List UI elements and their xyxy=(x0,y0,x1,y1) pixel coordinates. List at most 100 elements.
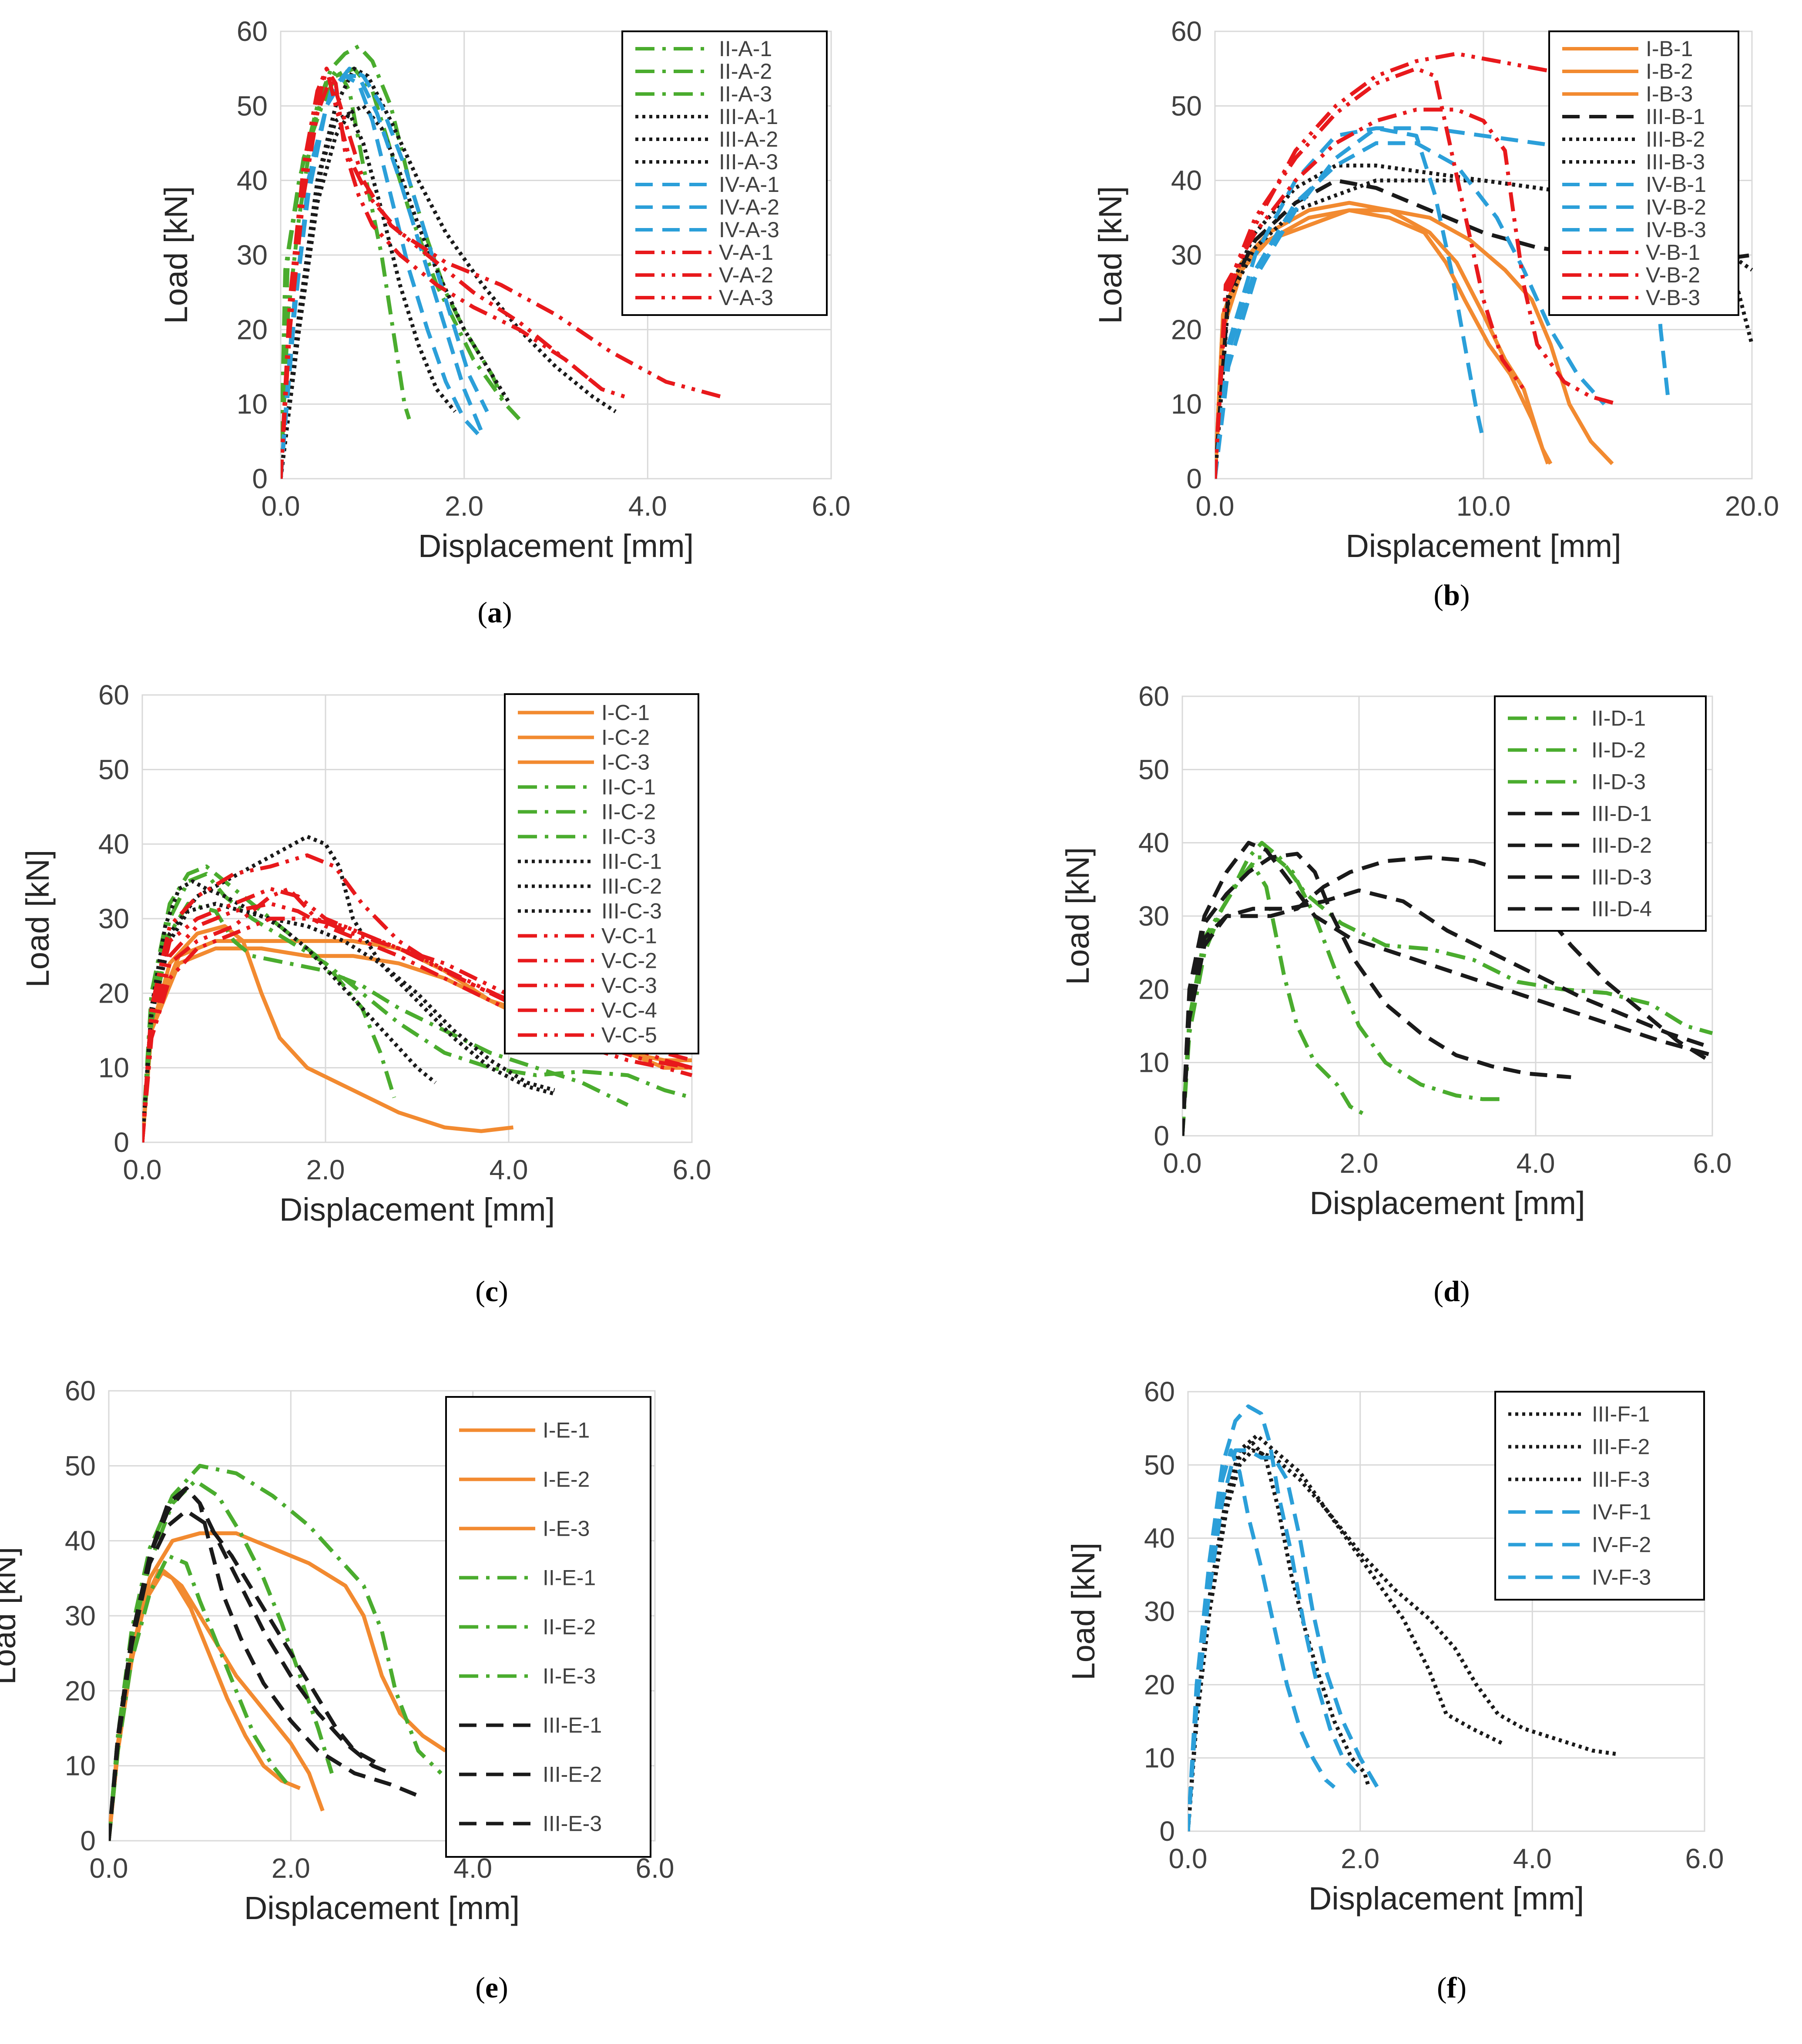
series-line-II-D-2 xyxy=(1182,855,1505,1136)
series-line-I-E-3 xyxy=(109,1531,447,1841)
legend: I-E-1 I-E-2 I-E-3 II-E-1 II-E-2 II-E-3 III-E-1… xyxy=(445,1396,651,1858)
panel-caption: (f) xyxy=(1437,1971,1466,2004)
y-tick-label: 10 xyxy=(98,1052,129,1084)
x-axis-label: Displacement [mm] xyxy=(418,528,694,564)
chart-c: 0 10 20 30 40 50 60 0.0 2.0 4.0 6.0 Displacement [m… xyxy=(20,679,711,1308)
y-tick-label: 10 xyxy=(1171,389,1202,420)
y-axis-label: Load [kN] xyxy=(1092,186,1128,324)
panel-caption: (c) xyxy=(475,1275,508,1308)
legend-box xyxy=(1494,695,1707,932)
legend-entry: III-F-1 xyxy=(1592,1402,1650,1426)
y-tick-label: 10 xyxy=(1138,1047,1169,1078)
legend-entry: V-B-2 xyxy=(1646,263,1700,287)
legend-entry: IV-B-3 xyxy=(1646,218,1706,242)
chart-a: 0 10 20 30 40 50 60 0.0 2.0 4.0 6.0 Displacement [m… xyxy=(158,16,850,629)
series-line-IV-B-1 xyxy=(1215,126,1486,479)
x-tick-label: 20.0 xyxy=(1725,490,1779,522)
legend-entry: II-D-2 xyxy=(1591,738,1646,762)
legend-entry: V-A-1 xyxy=(719,240,773,265)
y-tick-label: 40 xyxy=(237,165,268,196)
series-line-III-A-1 xyxy=(281,111,457,479)
legend-entry: V-C-5 xyxy=(601,1023,657,1047)
legend-entry: III-F-3 xyxy=(1592,1467,1650,1492)
y-tick-label: 30 xyxy=(65,1600,96,1631)
y-tick-label: 0 xyxy=(1186,463,1202,494)
series-line-III-D-2 xyxy=(1182,888,1713,1136)
y-tick-label: 20 xyxy=(1138,973,1169,1005)
series-line-III-A-2 xyxy=(281,104,512,479)
y-tick-label: 30 xyxy=(237,239,268,271)
legend-entry: V-C-3 xyxy=(601,973,657,998)
y-tick-label: 60 xyxy=(98,679,129,711)
series-line-III-D-1 xyxy=(1182,852,1571,1136)
legend-entry: I-B-1 xyxy=(1646,37,1693,61)
series-line-IV-F-3 xyxy=(1188,1448,1379,1832)
legend: III-F-1 III-F-2 III-F-3 IV-F-1 IV-F-2 IV-F-3 xyxy=(1494,1391,1705,1601)
legend-entry: V-C-2 xyxy=(601,949,657,973)
x-tick-label: 4.0 xyxy=(628,490,667,522)
legend-entry: II-D-1 xyxy=(1591,706,1646,731)
x-tick-label: 6.0 xyxy=(812,490,851,522)
legend-entry: III-D-3 xyxy=(1591,865,1652,889)
series-line-III-E-2 xyxy=(109,1509,383,1841)
legend-entry: V-A-3 xyxy=(719,285,773,310)
legend-entry: I-C-1 xyxy=(601,701,650,725)
y-tick-label: 0 xyxy=(114,1127,129,1158)
y-tick-label: 30 xyxy=(98,903,129,934)
legend-entry: II-D-3 xyxy=(1591,770,1646,794)
legend-entry: I-E-1 xyxy=(543,1418,590,1443)
series-line-III-A-3 xyxy=(281,67,617,479)
legend-entry: IV-B-1 xyxy=(1646,172,1706,197)
y-tick-label: 60 xyxy=(237,16,268,47)
legend-entry: IV-F-3 xyxy=(1592,1565,1651,1590)
legend-box xyxy=(621,30,828,316)
legend-entry: III-C-1 xyxy=(601,849,662,874)
panel-caption: (d) xyxy=(1433,1275,1470,1308)
series-line-III-E-3 xyxy=(109,1486,419,1841)
legend-entry: III-A-3 xyxy=(719,150,778,174)
series-line-II-D-3 xyxy=(1182,841,1713,1136)
series-line-III-C-1 xyxy=(142,879,437,1143)
legend-box xyxy=(504,693,699,1054)
x-tick-label: 6.0 xyxy=(1693,1148,1732,1179)
legend-entry: II-E-1 xyxy=(543,1566,596,1590)
y-tick-label: 10 xyxy=(1144,1742,1175,1774)
legend-entry: I-E-2 xyxy=(543,1467,590,1492)
y-tick-label: 50 xyxy=(1144,1449,1175,1480)
chart-d: 0 10 20 30 40 50 60 0.0 2.0 4.0 6.0 Displacement [m… xyxy=(1060,681,1732,1308)
y-tick-label: 0 xyxy=(252,463,268,494)
y-tick-label: 60 xyxy=(65,1375,96,1406)
x-tick-label: 0.0 xyxy=(1169,1843,1208,1874)
y-tick-label: 0 xyxy=(80,1825,96,1856)
x-tick-label: 4.0 xyxy=(1517,1148,1555,1179)
legend-entry: V-B-1 xyxy=(1646,240,1700,265)
legend-entry: III-A-2 xyxy=(719,127,778,151)
x-tick-label: 0.0 xyxy=(1196,490,1235,522)
x-tick-label: 0.0 xyxy=(262,490,300,522)
series-line-II-C-1 xyxy=(142,864,396,1143)
series-line-II-E-3 xyxy=(109,1463,443,1841)
legend-entry: II-E-3 xyxy=(543,1664,596,1688)
y-tick-label: 30 xyxy=(1171,239,1202,271)
legend-entry: II-C-3 xyxy=(601,825,656,849)
x-tick-label: 2.0 xyxy=(445,490,483,522)
series-line-IV-B-3 xyxy=(1215,141,1606,479)
legend-entry: III-A-1 xyxy=(719,104,778,129)
x-tick-label: 4.0 xyxy=(1513,1843,1552,1874)
legend-entry: I-C-3 xyxy=(601,750,650,775)
legend-entry: IV-B-2 xyxy=(1646,195,1706,219)
y-tick-label: 40 xyxy=(98,829,129,860)
y-tick-label: 10 xyxy=(237,389,268,420)
x-tick-label: 2.0 xyxy=(1341,1843,1379,1874)
legend: II-D-1 II-D-2 II-D-3 III-D-1 III-D-2 III-D-3 I… xyxy=(1494,695,1707,932)
y-tick-label: 60 xyxy=(1171,16,1202,47)
y-tick-label: 20 xyxy=(1144,1669,1175,1700)
panel-caption: (a) xyxy=(477,596,512,629)
series-line-IV-F-2 xyxy=(1188,1404,1358,1832)
y-tick-label: 30 xyxy=(1144,1596,1175,1627)
y-axis-label: Load [kN] xyxy=(1065,1543,1101,1681)
y-axis-label: Load [kN] xyxy=(158,186,194,324)
legend-entry: III-B-3 xyxy=(1646,150,1705,174)
legend-entry: IV-F-1 xyxy=(1592,1500,1651,1524)
